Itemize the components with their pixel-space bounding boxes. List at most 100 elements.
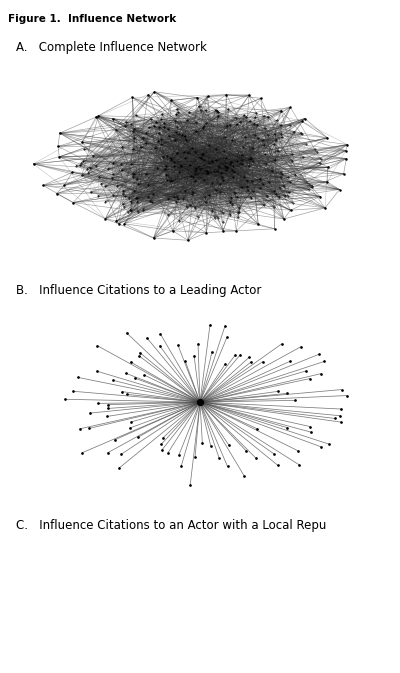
Point (215, 110, 222, 121)
Point (220, 225, 226, 236)
Point (151, 86, 158, 97)
Point (236, 207, 243, 217)
Point (172, 127, 179, 138)
Point (216, 178, 223, 189)
Point (212, 104, 219, 115)
Point (110, 169, 116, 180)
Point (123, 328, 130, 339)
Point (94, 398, 101, 409)
Point (201, 174, 208, 185)
Point (114, 180, 120, 191)
Point (252, 112, 259, 122)
Point (141, 369, 148, 380)
Point (152, 143, 159, 153)
Point (165, 447, 171, 458)
Point (203, 168, 210, 178)
Point (130, 144, 136, 155)
Point (250, 155, 256, 166)
Point (302, 113, 308, 124)
Point (246, 153, 252, 164)
Point (54, 188, 60, 199)
Point (148, 197, 155, 208)
Point (166, 153, 173, 164)
Point (273, 188, 280, 199)
Point (170, 225, 176, 236)
Point (259, 135, 266, 145)
Point (105, 164, 111, 174)
Point (223, 153, 229, 164)
Point (134, 197, 140, 207)
Point (159, 109, 165, 120)
Point (249, 176, 256, 186)
Point (300, 151, 306, 162)
Point (204, 91, 211, 102)
Point (30, 159, 37, 170)
Point (87, 408, 93, 419)
Point (155, 128, 162, 139)
Point (126, 192, 132, 203)
Point (299, 116, 305, 127)
Point (135, 432, 141, 443)
Point (186, 107, 192, 118)
Point (215, 106, 222, 117)
Point (120, 186, 126, 197)
Point (298, 127, 304, 138)
Point (246, 161, 252, 172)
Point (173, 109, 180, 120)
Point (175, 129, 182, 139)
Point (206, 157, 212, 168)
Point (230, 161, 236, 172)
Point (269, 166, 275, 176)
Point (262, 149, 268, 160)
Point (278, 339, 285, 349)
Point (308, 427, 315, 437)
Point (132, 193, 139, 204)
Point (84, 164, 90, 174)
Point (276, 182, 283, 193)
Point (224, 461, 231, 472)
Point (81, 144, 87, 155)
Point (157, 341, 163, 351)
Point (70, 386, 76, 396)
Point (278, 106, 284, 116)
Point (129, 168, 136, 179)
Point (253, 108, 260, 118)
Point (306, 184, 312, 194)
Text: B.   Influence Citations to a Leading Actor: B. Influence Citations to a Leading Acto… (16, 283, 261, 297)
Point (318, 441, 324, 452)
Point (238, 149, 245, 160)
Point (96, 172, 102, 182)
Point (120, 199, 126, 210)
Point (201, 121, 207, 132)
Point (182, 153, 188, 164)
Point (278, 168, 285, 179)
Point (185, 235, 191, 246)
Point (263, 158, 269, 169)
Point (275, 460, 281, 470)
Point (224, 120, 230, 131)
Point (208, 177, 215, 188)
Point (198, 149, 205, 160)
Point (116, 462, 122, 473)
Point (56, 128, 63, 139)
Point (174, 191, 180, 202)
Point (200, 154, 207, 165)
Point (93, 112, 99, 122)
Point (272, 155, 278, 166)
Point (136, 351, 142, 361)
Point (227, 209, 234, 220)
Point (178, 160, 184, 171)
Point (255, 133, 262, 143)
Point (214, 213, 221, 223)
Point (224, 332, 230, 343)
Point (128, 119, 134, 130)
Point (119, 141, 126, 152)
Point (228, 157, 234, 168)
Point (145, 90, 151, 100)
Point (140, 205, 146, 215)
Point (278, 120, 284, 131)
Point (110, 113, 116, 124)
Point (187, 200, 194, 211)
Point (214, 166, 220, 177)
Point (98, 178, 104, 189)
